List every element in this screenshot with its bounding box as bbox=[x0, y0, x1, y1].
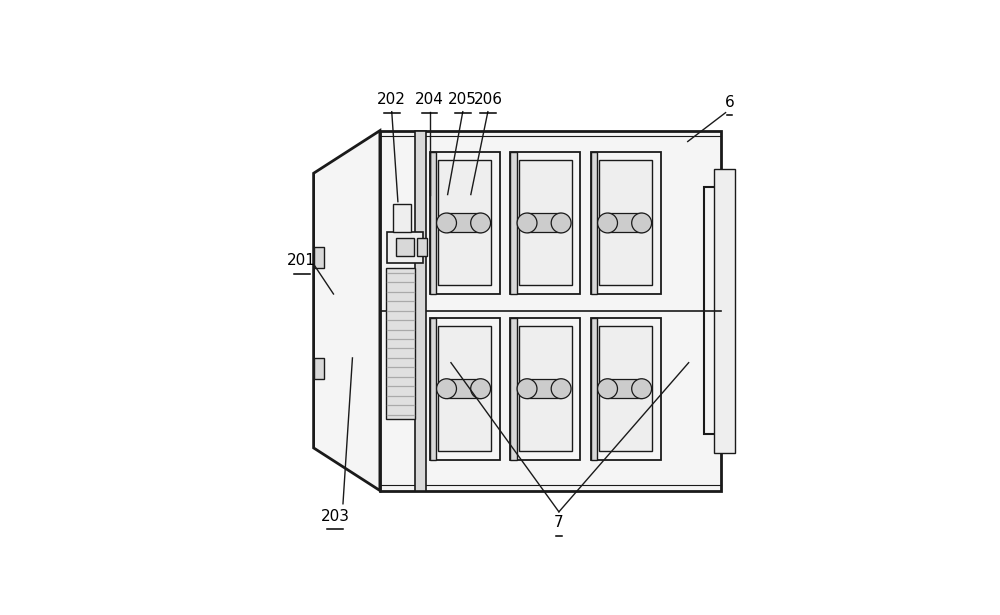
Bar bbox=[510, 152, 517, 294]
Bar bbox=[447, 379, 481, 398]
Bar bbox=[386, 268, 415, 419]
Text: 201: 201 bbox=[287, 253, 316, 268]
Bar bbox=[527, 379, 561, 398]
Circle shape bbox=[598, 213, 617, 233]
Text: 7: 7 bbox=[554, 515, 564, 530]
Circle shape bbox=[517, 379, 537, 399]
Bar bbox=[430, 152, 500, 294]
Bar bbox=[438, 326, 491, 451]
Bar bbox=[599, 161, 652, 285]
Text: 205: 205 bbox=[448, 92, 477, 108]
Circle shape bbox=[632, 379, 652, 399]
Circle shape bbox=[517, 213, 537, 233]
Bar bbox=[415, 130, 426, 491]
Circle shape bbox=[471, 379, 491, 399]
Text: 203: 203 bbox=[320, 509, 349, 524]
Bar bbox=[591, 152, 597, 294]
Bar bbox=[510, 318, 517, 460]
Circle shape bbox=[471, 213, 491, 233]
Polygon shape bbox=[314, 130, 380, 491]
Bar bbox=[527, 213, 561, 232]
Bar bbox=[519, 161, 572, 285]
Bar bbox=[396, 238, 414, 256]
Circle shape bbox=[437, 379, 456, 399]
Bar bbox=[417, 238, 427, 256]
Text: 204: 204 bbox=[415, 92, 444, 108]
Bar bbox=[430, 152, 436, 294]
Bar bbox=[704, 188, 726, 434]
Text: 202: 202 bbox=[377, 92, 406, 108]
Bar bbox=[380, 130, 721, 491]
Bar bbox=[510, 318, 580, 460]
Bar bbox=[393, 204, 411, 232]
Bar bbox=[447, 213, 481, 232]
Bar bbox=[591, 152, 661, 294]
Bar bbox=[591, 318, 597, 460]
Bar bbox=[599, 326, 652, 451]
Circle shape bbox=[598, 379, 617, 399]
Bar bbox=[438, 161, 491, 285]
Circle shape bbox=[551, 379, 571, 399]
Bar bbox=[314, 358, 324, 379]
Text: 6: 6 bbox=[725, 95, 734, 109]
Circle shape bbox=[437, 213, 456, 233]
Bar bbox=[591, 318, 661, 460]
Bar bbox=[608, 379, 642, 398]
Bar bbox=[714, 169, 735, 453]
Circle shape bbox=[632, 213, 652, 233]
Bar bbox=[430, 318, 436, 460]
Bar bbox=[519, 326, 572, 451]
Bar bbox=[387, 232, 423, 263]
Bar bbox=[430, 318, 500, 460]
Text: 206: 206 bbox=[473, 92, 502, 108]
Circle shape bbox=[551, 213, 571, 233]
Bar bbox=[510, 152, 580, 294]
Bar bbox=[608, 213, 642, 232]
Bar bbox=[314, 247, 324, 268]
